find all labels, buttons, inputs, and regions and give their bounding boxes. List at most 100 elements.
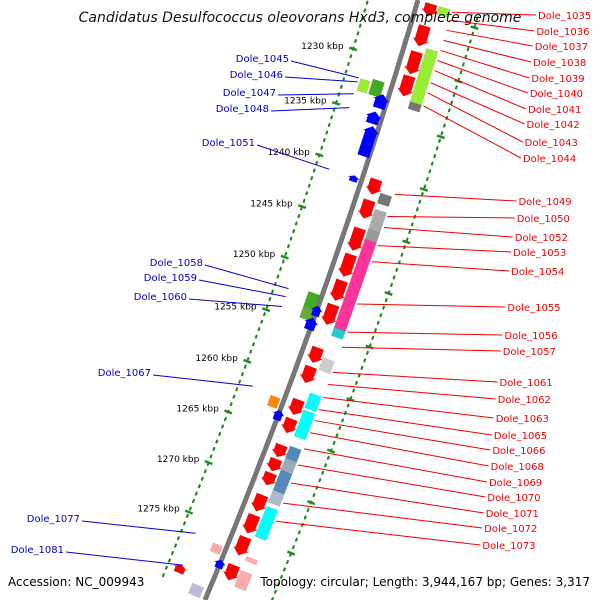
gene-arrow-red[interactable] — [232, 534, 252, 556]
gene-arrow-red[interactable] — [357, 198, 376, 219]
gene-label-dole-1061[interactable]: Dole_1061 — [499, 378, 552, 389]
gene-arrow-red[interactable] — [306, 345, 325, 364]
gene-box-steel[interactable] — [272, 469, 293, 495]
gene-label-dole-1040[interactable]: Dole_1040 — [530, 89, 583, 100]
gene-arrow-red[interactable] — [329, 278, 349, 302]
gene-label-dole-1053[interactable]: Dole_1053 — [513, 248, 566, 259]
gene-label-dole-1066[interactable]: Dole_1066 — [492, 446, 545, 457]
gene-label-dole-1073[interactable]: Dole_1073 — [482, 541, 535, 552]
gene-arrow-blue[interactable] — [357, 125, 380, 159]
gene-arrow-blue[interactable] — [372, 93, 390, 111]
gene-arrow-red[interactable] — [396, 74, 416, 97]
gene-arrow-red[interactable] — [337, 252, 358, 277]
gene-arrow-blue[interactable] — [310, 305, 323, 318]
gene-label-dole-1051[interactable]: Dole_1051 — [202, 138, 255, 149]
gene-arrow-red[interactable] — [299, 364, 318, 384]
gene-arrow-red[interactable] — [250, 492, 269, 512]
gene-arrow-red[interactable] — [260, 470, 278, 486]
gene-label-dole-1062[interactable]: Dole_1062 — [498, 395, 551, 406]
gene-label-dole-1041[interactable]: Dole_1041 — [528, 105, 581, 116]
gene-label-dole-1077[interactable]: Dole_1077 — [27, 514, 80, 525]
gene-arrow-red[interactable] — [271, 442, 288, 458]
kbp-tick-mark — [326, 448, 336, 454]
gene-label-dole-1042[interactable]: Dole_1042 — [527, 120, 580, 131]
gene-arrow-red[interactable] — [280, 416, 298, 434]
right-label-leader — [394, 193, 517, 202]
gene-label-dole-1043[interactable]: Dole_1043 — [525, 138, 578, 149]
gene-label-dole-1081[interactable]: Dole_1081 — [11, 545, 64, 556]
left-tick-rail — [159, 0, 370, 583]
gene-arrow-red[interactable] — [172, 564, 188, 575]
gene-box-cyan[interactable] — [293, 409, 316, 441]
gene-box-pink[interactable] — [234, 569, 253, 592]
gene-label-dole-1065[interactable]: Dole_1065 — [494, 431, 547, 442]
gene-label-dole-1054[interactable]: Dole_1054 — [511, 267, 564, 278]
gene-box-pink[interactable] — [244, 555, 259, 566]
kbp-tick-label: 1245 kbp — [250, 199, 293, 209]
gene-label-dole-1059[interactable]: Dole_1059 — [144, 273, 197, 284]
gene-arrow-red[interactable] — [365, 177, 383, 195]
gene-label-dole-1046[interactable]: Dole_1046 — [230, 70, 283, 81]
gene-box-lime[interactable] — [356, 78, 371, 94]
gene-arrow-red[interactable] — [320, 302, 340, 326]
gene-label-dole-1039[interactable]: Dole_1039 — [531, 74, 584, 85]
gene-label-dole-1049[interactable]: Dole_1049 — [518, 197, 571, 208]
gene-arrow-blue[interactable] — [213, 559, 227, 570]
gene-box-gray[interactable] — [376, 192, 393, 208]
gene-label-dole-1060[interactable]: Dole_1060 — [134, 292, 187, 303]
gene-label-dole-1047[interactable]: Dole_1047 — [223, 88, 276, 99]
gene-box-pink[interactable] — [209, 542, 223, 555]
gene-box-steel[interactable] — [267, 489, 285, 507]
gene-label-dole-1045[interactable]: Dole_1045 — [236, 54, 289, 65]
gene-label-dole-1072[interactable]: Dole_1072 — [484, 524, 537, 535]
kbp-tick-label: 1255 kbp — [214, 302, 257, 312]
gene-box-cyan[interactable] — [330, 327, 346, 340]
gene-box-gray[interactable] — [318, 357, 335, 375]
right-label-leader — [427, 92, 523, 143]
gene-arrow-blue[interactable] — [303, 317, 319, 332]
right-label-leader — [434, 70, 527, 110]
gene-box-cyan[interactable] — [254, 505, 279, 541]
gene-arrow-red[interactable] — [421, 1, 438, 17]
gene-arrow-blue[interactable] — [365, 111, 383, 126]
gene-label-dole-1058[interactable]: Dole_1058 — [150, 258, 203, 269]
gene-box-cyan[interactable] — [304, 392, 322, 413]
gene-arrow-red[interactable] — [241, 512, 261, 534]
gene-box-lime[interactable] — [436, 5, 451, 19]
gene-label-dole-1055[interactable]: Dole_1055 — [507, 303, 560, 314]
kbp-tick-mark — [436, 134, 446, 140]
right-label-leader — [303, 448, 488, 483]
gene-arrow-red[interactable] — [287, 397, 305, 416]
gene-arrow-red[interactable] — [346, 226, 367, 251]
kbp-tick-mark — [419, 186, 429, 192]
gene-label-dole-1048[interactable]: Dole_1048 — [216, 104, 269, 115]
gene-arrow-blue[interactable] — [348, 175, 360, 184]
gene-label-dole-1070[interactable]: Dole_1070 — [487, 493, 540, 504]
gene-label-dole-1036[interactable]: Dole_1036 — [536, 27, 589, 38]
gene-arrow-red[interactable] — [265, 456, 283, 472]
gene-label-dole-1035[interactable]: Dole_1035 — [538, 11, 591, 22]
gene-label-dole-1071[interactable]: Dole_1071 — [486, 509, 539, 520]
gene-arrow-red[interactable] — [412, 23, 431, 47]
gene-label-dole-1067[interactable]: Dole_1067 — [98, 368, 151, 379]
gene-arrow-red[interactable] — [403, 49, 424, 75]
gene-label-dole-1057[interactable]: Dole_1057 — [503, 347, 556, 358]
gene-arrow-blue[interactable] — [272, 409, 285, 422]
gene-label-dole-1044[interactable]: Dole_1044 — [523, 154, 576, 165]
gene-box-gray[interactable] — [188, 582, 204, 599]
gene-label-dole-1068[interactable]: Dole_1068 — [491, 462, 544, 473]
gene-box-gray[interactable] — [407, 101, 422, 113]
right-label-leader — [437, 60, 528, 94]
gene-label-dole-1038[interactable]: Dole_1038 — [533, 58, 586, 69]
gene-arrow-red[interactable] — [222, 562, 241, 581]
kbp-tick-mark — [315, 152, 324, 158]
gene-label-dole-1037[interactable]: Dole_1037 — [535, 42, 588, 53]
left-label-leader — [290, 60, 359, 79]
gene-label-dole-1050[interactable]: Dole_1050 — [517, 214, 570, 225]
gene-box-orange[interactable] — [266, 394, 281, 409]
right-label-leader — [387, 215, 515, 219]
gene-label-dole-1063[interactable]: Dole_1063 — [496, 414, 549, 425]
gene-label-dole-1052[interactable]: Dole_1052 — [515, 233, 568, 244]
gene-label-dole-1056[interactable]: Dole_1056 — [504, 331, 557, 342]
gene-label-dole-1069[interactable]: Dole_1069 — [489, 478, 542, 489]
